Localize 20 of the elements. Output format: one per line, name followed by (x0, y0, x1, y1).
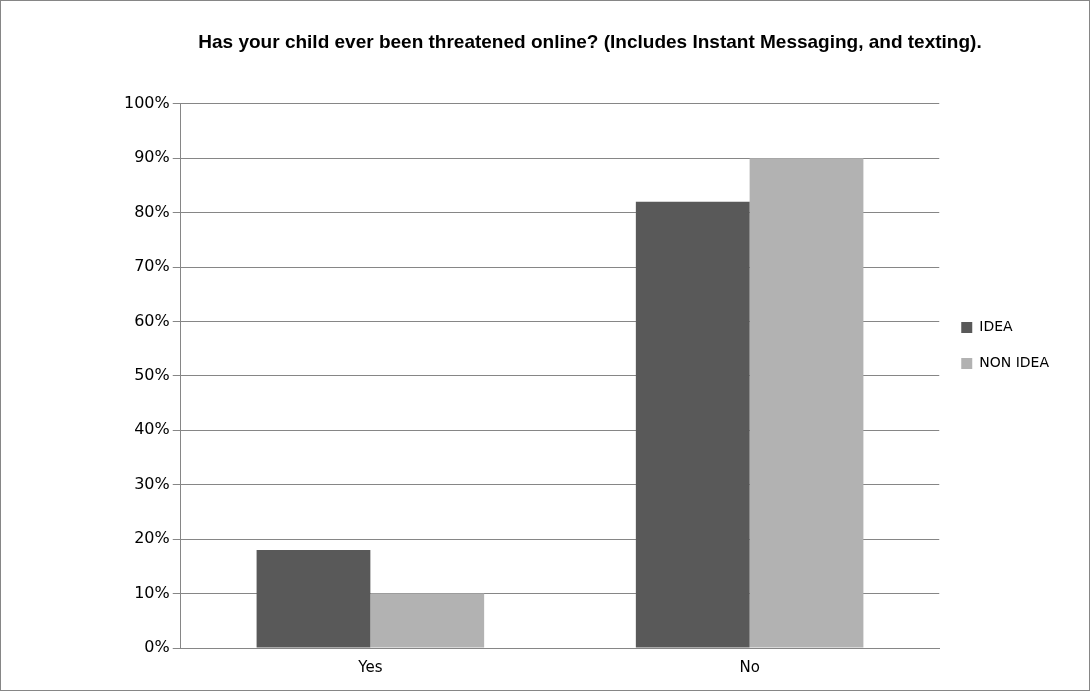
bar (749, 158, 864, 648)
y-tick-label: 30% (134, 473, 170, 493)
chart-title: Has your child ever been threatened online? (Includes Instant Messaging, and texting). (198, 30, 982, 52)
y-tick-label: 70% (134, 256, 170, 276)
y-tick-label: 50% (134, 365, 170, 385)
legend-label: NON IDEA (979, 354, 1050, 371)
bar (256, 550, 371, 648)
y-tick-label: 0% (144, 637, 170, 657)
y-tick-label: 40% (134, 419, 170, 439)
y-tick-label: 90% (134, 147, 170, 167)
legend-label: IDEA (979, 318, 1014, 335)
y-tick-label: 100% (123, 92, 170, 112)
x-tick-label: No (739, 657, 760, 676)
y-tick-label: 60% (134, 310, 170, 330)
bar (635, 201, 750, 648)
y-tick-label: 80% (134, 201, 170, 221)
x-tick-label: Yes (357, 657, 383, 676)
bar (370, 593, 485, 648)
y-tick-label: 20% (134, 528, 170, 548)
y-tick-label: 10% (134, 582, 170, 602)
